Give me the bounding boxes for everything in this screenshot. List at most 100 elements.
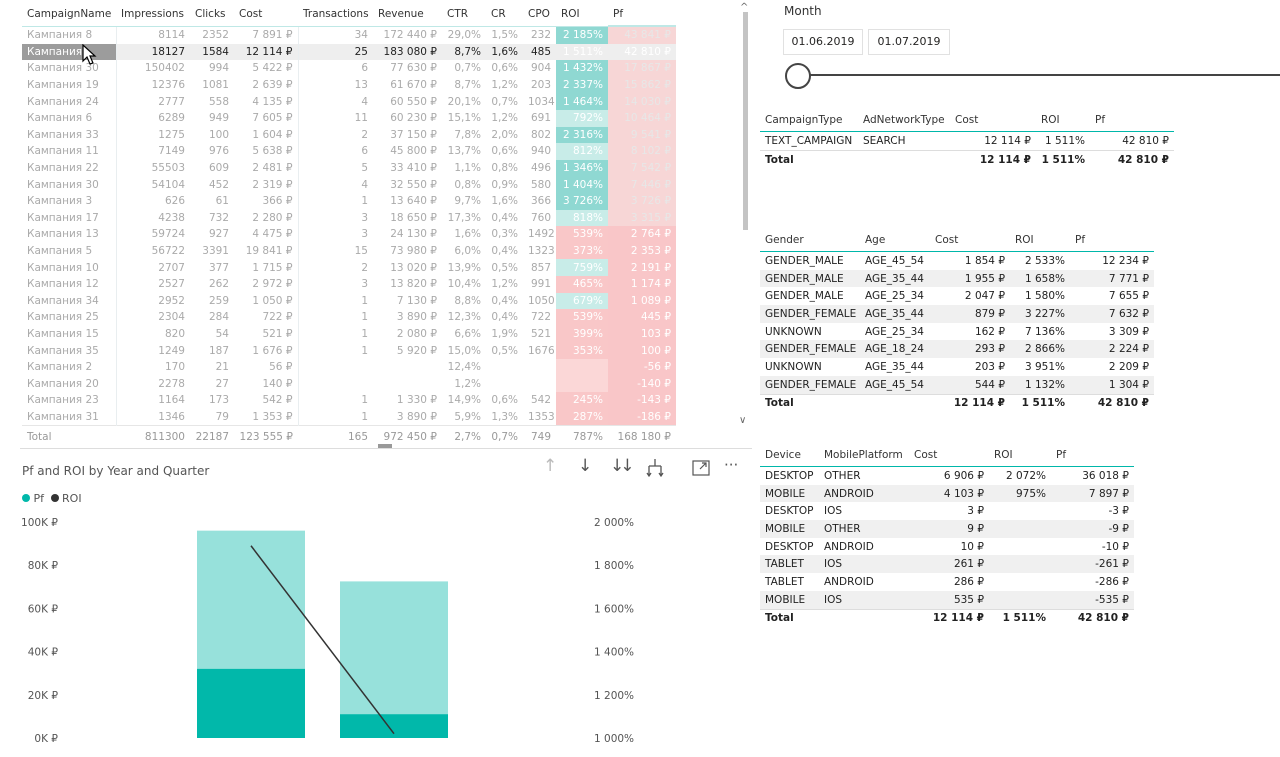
table-row[interactable]: GENDER_MALE AGE_35_44 1 955 ₽1 658% 7 771 ₽: [760, 269, 1154, 288]
hierarchy-icon[interactable]: [646, 458, 664, 478]
table-row[interactable]: Кампания 13 59724 927 4 475 ₽ 3 24 130 ₽ 1,6% 0…: [22, 226, 676, 243]
table-row[interactable]: DESKTOP OTHER 6 906 ₽ 2 072% 36 018 ₽: [760, 467, 1134, 485]
table-row[interactable]: Кампания 33 1275 100 1 604 ₽ 2 37 150 ₽ 7,8% 2,…: [22, 126, 676, 144]
table-row[interactable]: GENDER_FEMALE AGE_35_44 879 ₽3 227% 7 632 ₽: [760, 305, 1154, 323]
table-row[interactable]: GENDER_FEMALE AGE_45_54 544 ₽1 132% 1 304 ₽: [760, 375, 1154, 394]
table-cell: 1,5%: [491, 29, 518, 42]
column-header-roi[interactable]: ROI: [1036, 109, 1090, 132]
table-row[interactable]: Кампания 6 6289 949 7 605 ₽ 11 60 230 ₽ 15,1% 1…: [22, 109, 676, 127]
table-row[interactable]: Кампания 18127 1584 12 114 ₽25 183 080 ₽8,7%…: [22, 43, 676, 61]
table-row[interactable]: MOBILE OTHER 9 ₽ -9 ₽: [760, 520, 1134, 538]
slider-handle[interactable]: [785, 63, 811, 89]
table-cell: 6,0%: [454, 245, 481, 258]
table-row[interactable]: GENDER_MALE AGE_25_34 2 047 ₽ 1 580% 7 655 ₽: [760, 287, 1154, 305]
end-date-input[interactable]: 01.07.2019: [868, 29, 950, 55]
column-header-ctr[interactable]: CTR: [442, 3, 486, 27]
table-row[interactable]: Кампания 23 1164 173 542 ₽ 1 1 330 ₽ 14,9% 0,6%…: [22, 392, 676, 409]
table-row[interactable]: Кампания 17 4238 732 2 280 ₽ 3 18 650 ₽ 17,3% 0…: [22, 209, 676, 227]
table-row[interactable]: GENDER_MALE AGE_45_54 1 854 ₽ 2 533% 12 234 …: [760, 252, 1154, 270]
column-header-clicks[interactable]: Clicks: [190, 3, 234, 27]
column-header-transactions[interactable]: Transactions: [298, 3, 373, 27]
table-row[interactable]: Кампания 30 150402 994 5 422 ₽ 6 77 630 ₽ 0,7%…: [22, 60, 676, 77]
table-row[interactable]: Кампания 19 12376 1081 2 639 ₽ 13 61 670 ₽ 8,7…: [22, 76, 676, 94]
column-header-impressions[interactable]: Impressions: [116, 3, 190, 27]
column-header-age[interactable]: Age: [860, 229, 930, 252]
column-header-roi[interactable]: ROI: [556, 3, 608, 27]
start-date-input[interactable]: 01.06.2019: [783, 29, 863, 55]
table-cell: 1323: [528, 245, 555, 258]
table-row[interactable]: Кампания 3 626 61 366 ₽ 1 13 640 ₽ 9,7% 1,6% 366…: [22, 192, 676, 210]
table-row[interactable]: Кампания 22 55503 609 2 481 ₽ 5 33 410 ₽ 1,1% 0…: [22, 159, 676, 177]
table-cell: 1 132%: [1010, 375, 1070, 394]
table-cell: 18 650 ₽: [390, 211, 437, 224]
focus-mode-icon[interactable]: [692, 460, 710, 476]
table-row[interactable]: Кампания 34 2952 259 1 050 ₽ 1 7 130 ₽ 8,8% 0,4…: [22, 292, 676, 310]
column-header-cost[interactable]: Cost: [930, 229, 1010, 252]
resize-handle[interactable]: [378, 444, 392, 448]
table-row[interactable]: TABLET IOS 261 ₽ -261 ₽: [760, 555, 1134, 574]
table-row[interactable]: Кампания 2 170 21 56 ₽ 12,4% -56 ₽: [22, 358, 676, 376]
table-cell: 1275: [115, 126, 190, 144]
table-row[interactable]: Кампания 25 2304 284 722 ₽ 1 3 890 ₽ 12,3% 0,4%…: [22, 309, 676, 326]
slider-track[interactable]: [797, 74, 1280, 76]
column-header-cpo[interactable]: CPO: [523, 3, 556, 27]
column-header-campaigntype[interactable]: CampaignType: [760, 109, 858, 132]
table-row[interactable]: TABLET ANDROID 286 ₽ -286 ₽: [760, 573, 1134, 591]
column-header-pf[interactable]: Pf: [1051, 444, 1134, 467]
column-header-gender[interactable]: Gender: [760, 229, 860, 252]
column-header-cost[interactable]: Cost: [909, 444, 989, 467]
column-header-cr[interactable]: CR: [486, 3, 523, 27]
table-row[interactable]: Кампания 20 2278 27 140 ₽ 1,2% -140 ₽: [22, 375, 676, 393]
table-cell: Кампания 5: [27, 245, 93, 258]
table-cell: 0,9%: [491, 178, 518, 191]
column-header-campaignname[interactable]: CampaignName: [22, 3, 116, 27]
table-row[interactable]: TEXT_CAMPAIGN SEARCH 12 114 ₽ 1 511% 42 810 …: [760, 132, 1174, 151]
table-row[interactable]: Кампания 35 1249 187 1 676 ₽ 1 5 920 ₽ 15,0% 0,…: [22, 342, 676, 359]
column-header-pf[interactable]: Pf: [1090, 109, 1174, 132]
table-cell: 10 ₽: [960, 540, 984, 553]
table-cell: 1 580%: [1024, 290, 1065, 303]
column-header-revenue[interactable]: Revenue: [373, 3, 442, 27]
table-row[interactable]: UNKNOWN AGE_35_44 203 ₽ 3 951% 2 209 ₽: [760, 358, 1154, 376]
table-row[interactable]: Кампания 12 2527 262 2 972 ₽ 3 13 820 ₽ 10,4% 1…: [22, 275, 676, 293]
column-header-cost[interactable]: Cost: [950, 109, 1036, 132]
table-row[interactable]: Кампания 10 2707 377 1 715 ₽ 2 13 020 ₽ 13,9% 0…: [22, 259, 676, 276]
column-header-adnetworktype[interactable]: AdNetworkType: [858, 109, 950, 132]
table-row[interactable]: Кампания 24 2777 558 4 135 ₽ 4 60 550 ₽ 20,1% 0…: [22, 93, 676, 110]
table-row[interactable]: Кампания 30 54104 452 2 319 ₽ 4 32 550 ₽ 0,8% 0…: [22, 176, 676, 193]
expand-all-icon[interactable]: ↓↓: [610, 456, 634, 476]
column-header-pf[interactable]: Pf: [608, 3, 676, 27]
table-row[interactable]: MOBILE ANDROID 4 103 ₽975% 7 897 ₽: [760, 484, 1134, 503]
table-cell: 1 304 ₽: [1070, 375, 1154, 394]
scroll-up-icon[interactable]: ^: [740, 2, 749, 13]
table-row[interactable]: UNKNOWN AGE_25_34 162 ₽ 7 136% 3 309 ₽: [760, 323, 1154, 341]
table-cell: 1 330 ₽: [396, 394, 437, 407]
column-header-roi[interactable]: ROI: [989, 444, 1051, 467]
column-header-mobileplatform[interactable]: MobilePlatform: [819, 444, 909, 467]
table-cell: 732: [208, 211, 229, 224]
scroll-down-icon[interactable]: ∨: [739, 415, 747, 426]
table-row[interactable]: Кампания 5 56722 3391 19 841 ₽ 15 73 980 ₽ 6,0…: [22, 242, 676, 260]
drill-up-icon[interactable]: ↑: [543, 456, 558, 476]
table-cell: 8,7%: [442, 43, 486, 61]
table-row[interactable]: Кампания 15 820 54 521 ₽ 1 2 080 ₽ 6,6% 1,9% 521…: [22, 325, 676, 343]
column-header-pf[interactable]: Pf: [1070, 229, 1154, 252]
drill-down-icon[interactable]: ↓: [578, 456, 593, 476]
table-row[interactable]: Кампания 31 1346 79 1 353 ₽ 1 3 890 ₽ 5,9% 1,3%…: [22, 408, 676, 426]
table-row[interactable]: DESKTOP ANDROID 10 ₽ -10 ₽: [760, 538, 1134, 556]
table-row[interactable]: Кампания 11 7149 976 5 638 ₽ 6 45 800 ₽ 13,7% 0…: [22, 143, 676, 160]
table-row[interactable]: GENDER_FEMALE AGE_18_24 293 ₽2 866% 2 224 ₽: [760, 340, 1154, 359]
column-header-device[interactable]: Device: [760, 444, 819, 467]
table-row[interactable]: DESKTOP IOS 3 ₽ -3 ₽: [760, 502, 1134, 520]
table-cell: 1,9%: [491, 327, 518, 340]
column-header-roi[interactable]: ROI: [1010, 229, 1070, 252]
table-row[interactable]: Кампания 8 8114 2352 7 891 ₽ 34 172 440 ₽ 29,0…: [22, 26, 676, 44]
table-cell: Кампания 20: [27, 377, 99, 390]
scroll-thumb[interactable]: [743, 12, 748, 230]
more-options-icon[interactable]: ···: [724, 456, 739, 474]
table-cell: ANDROID: [819, 484, 909, 503]
table-cell: 12 114 ₽: [234, 43, 298, 61]
column-header-cost[interactable]: Cost: [234, 3, 298, 27]
table-row[interactable]: MOBILE IOS 535 ₽ -535 ₽: [760, 590, 1134, 609]
y-left-tick-label: 80K ₽: [28, 560, 59, 572]
